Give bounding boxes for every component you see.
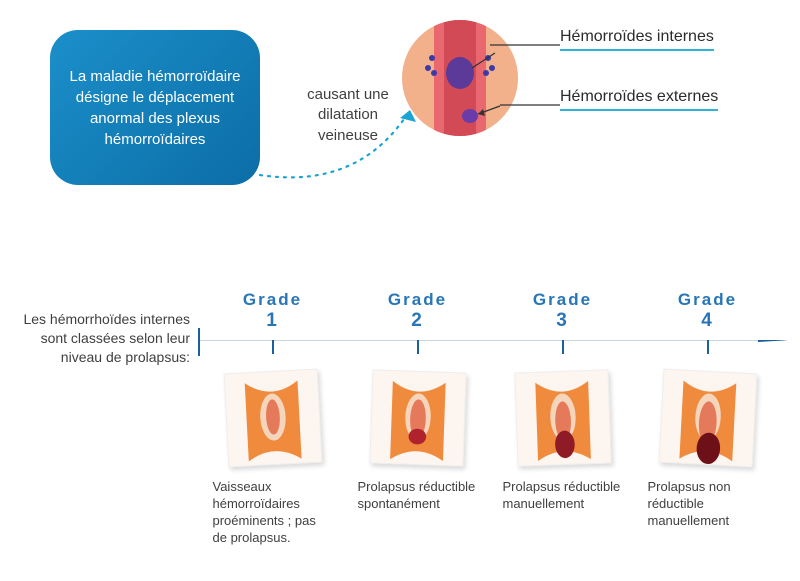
grade-3-illustration — [514, 370, 611, 467]
grade-word: Grade — [388, 290, 447, 309]
grade-4-desc: Prolapsus non réductible manuellement — [648, 479, 768, 530]
intro-bubble: La maladie hémorroïdaire désigne le dépl… — [50, 30, 260, 185]
grade-2-desc: Prolapsus réductible spontanément — [358, 479, 478, 513]
intro-section: La maladie hémorroïdaire désigne le dépl… — [0, 0, 800, 260]
grade-4-illustration — [658, 369, 757, 468]
grades-row: Grade1 Vaisseaux hémorroïdaires proémine… — [200, 290, 780, 547]
grade-1: Grade1 Vaisseaux hémorroïdaires proémine… — [200, 290, 345, 547]
grades-section: Les hémorrhoïdes internes sont classées … — [0, 290, 800, 570]
classification-intro: Les hémorrhoïdes internes sont classées … — [20, 310, 190, 367]
grade-4-num: 4 — [701, 310, 714, 331]
grade-1-num: 1 — [266, 310, 279, 331]
grade-1-illustration — [223, 369, 322, 468]
label-internal: Hémorroïdes internes — [560, 28, 714, 51]
grade-word: Grade — [533, 290, 592, 309]
grade-2-tick — [417, 340, 419, 354]
intro-bubble-text: La maladie hémorroïdaire désigne le dépl… — [66, 66, 244, 150]
grade-2: Grade2 Prolapsus réductible spontanément — [345, 290, 490, 547]
grade-4: Grade4 Prolapsus non réductible manuelle… — [635, 290, 780, 547]
causing-text: causant une dilatation veineuse — [288, 85, 408, 146]
grade-3-desc: Prolapsus réductible manuellement — [503, 479, 623, 513]
grade-4-tick — [707, 340, 709, 354]
anatomy-illustration — [400, 18, 520, 138]
grade-word: Grade — [243, 290, 302, 309]
grade-2-illustration — [369, 370, 466, 467]
label-external: Hémorroïdes externes — [560, 88, 718, 111]
grade-1-desc: Vaisseaux hémorroïdaires proéminents ; p… — [213, 479, 333, 547]
grade-2-num: 2 — [411, 310, 424, 331]
grade-1-tick — [272, 340, 274, 354]
grade-word: Grade — [678, 290, 737, 309]
grade-3: Grade3 Prolapsus réductible manuellement — [490, 290, 635, 547]
grade-3-num: 3 — [556, 310, 569, 331]
grade-3-tick — [562, 340, 564, 354]
